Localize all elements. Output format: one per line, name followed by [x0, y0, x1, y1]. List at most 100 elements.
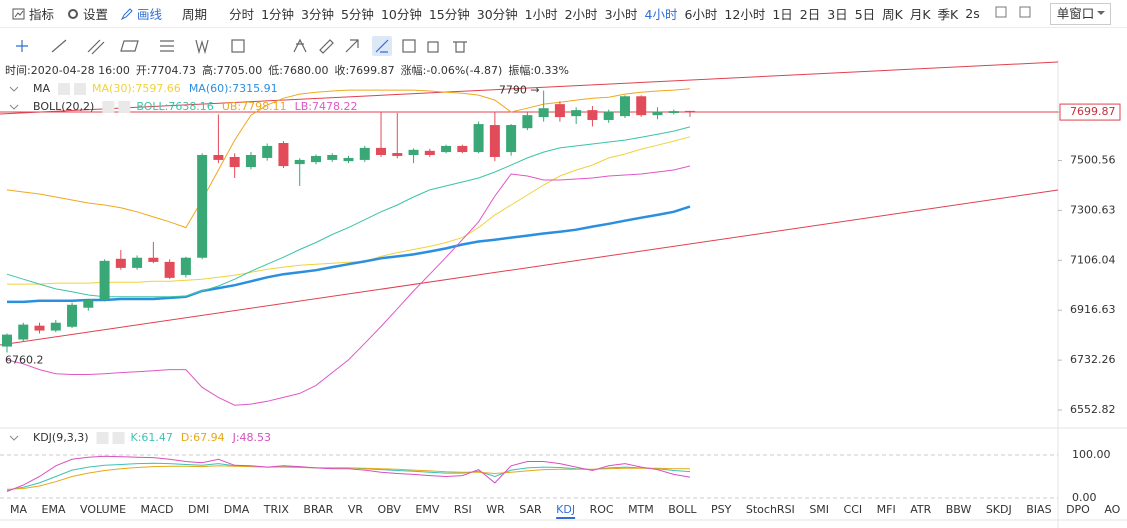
period-button[interactable]: 2小时	[564, 7, 598, 22]
period-button[interactable]: 2日	[799, 7, 821, 22]
period-button[interactable]: 季K	[937, 7, 959, 22]
indicator-tab[interactable]: RSI	[454, 503, 472, 516]
drawing-tools[interactable]	[16, 36, 467, 56]
candle-body	[310, 155, 321, 163]
legend-close[interactable]	[74, 83, 87, 95]
period-button[interactable]: 6小时	[684, 7, 718, 22]
candle-body	[50, 322, 61, 331]
y-tick-label: 6552.82	[1070, 403, 1116, 416]
indicator-tab[interactable]: WR	[486, 503, 505, 516]
period-button[interactable]: 30分钟	[476, 7, 518, 22]
candle-body	[245, 154, 256, 168]
indicator-tab[interactable]: BRAR	[303, 503, 333, 516]
indicator-tab[interactable]: KDJ	[556, 503, 575, 516]
indicator-tab[interactable]: SAR	[519, 503, 542, 516]
fib-icon[interactable]	[160, 40, 174, 52]
indicator-tab[interactable]: DPO	[1066, 503, 1090, 516]
indicator-tab[interactable]: AO	[1104, 503, 1120, 516]
text-icon[interactable]	[293, 38, 307, 53]
trend-line[interactable]	[0, 61, 1059, 115]
candle-body	[164, 261, 175, 278]
info-item: 涨幅:-0.06%(-4.87)	[401, 64, 503, 77]
candle-body	[343, 157, 354, 162]
indicator-tab[interactable]: DMA	[224, 503, 250, 516]
delete-icon[interactable]	[453, 41, 467, 53]
indicator-tab[interactable]: StochRSI	[746, 503, 795, 516]
period-button[interactable]: 15分钟	[428, 7, 470, 22]
period-button[interactable]: 5日	[854, 7, 876, 22]
tool-button[interactable]: 画线	[120, 4, 162, 23]
indicator-tab[interactable]: MFI	[877, 503, 896, 516]
window-mode[interactable]: 单窗口	[1049, 2, 1112, 25]
period-button[interactable]: 1分钟	[261, 7, 295, 22]
period-button[interactable]: 分时	[229, 7, 255, 22]
indicator-tab[interactable]: PSY	[711, 503, 732, 516]
indicator-tab[interactable]: DMI	[188, 503, 209, 516]
legend-title: MA	[33, 82, 50, 95]
copy-icon[interactable]	[427, 41, 439, 53]
lock-icon[interactable]	[375, 39, 389, 53]
candle-body	[473, 124, 484, 153]
period-button[interactable]: 1日	[772, 7, 793, 22]
legend-close[interactable]	[112, 432, 125, 444]
period-button[interactable]: 3分钟	[301, 7, 334, 22]
period-button[interactable]: 1小时	[524, 7, 558, 22]
period-button[interactable]: 月K	[909, 7, 931, 22]
period-button[interactable]: 5分钟	[340, 7, 374, 22]
magnet-icon[interactable]	[319, 39, 334, 54]
indicator-tab[interactable]: TRIX	[263, 503, 290, 516]
kdj-line	[6, 465, 690, 490]
indicator-tab[interactable]: EMA	[42, 503, 66, 516]
period-button[interactable]: 4小时	[644, 7, 678, 22]
visible-icon[interactable]	[402, 39, 416, 53]
tool-label: 画线	[137, 7, 163, 22]
pen-icon[interactable]	[345, 39, 359, 53]
legend-toggle[interactable]	[9, 104, 19, 110]
candle-body	[424, 150, 435, 155]
pattern-icon[interactable]	[195, 39, 209, 55]
y-tick-label: 7699.87	[1070, 105, 1116, 118]
indicator-tab[interactable]: MACD	[141, 503, 174, 516]
shape-icon[interactable]	[120, 40, 139, 52]
period-button[interactable]: 12小时	[724, 7, 766, 22]
toolbar-right: 2s 单窗口	[965, 2, 1127, 25]
indicator-tab[interactable]: BBW	[946, 503, 972, 516]
refresh-rate[interactable]: 2s	[965, 6, 980, 21]
legend-toggle[interactable]	[9, 86, 19, 92]
period-button[interactable]: 10分钟	[380, 7, 422, 22]
line-icon[interactable]	[51, 39, 67, 53]
indicator-tab[interactable]: MTM	[628, 503, 654, 516]
legend-settings[interactable]	[96, 432, 109, 444]
measure-icon[interactable]	[231, 39, 245, 53]
trend-line[interactable]	[0, 189, 1059, 346]
indicator-tab[interactable]: VR	[348, 503, 364, 516]
legend-close[interactable]	[118, 101, 131, 113]
plot: 时间:2020-04-28 16:00 开:7704.73 高:7705.00 低:7…	[0, 63, 1121, 519]
tool-button[interactable]: 指标	[12, 4, 54, 23]
y-tick-label: 100.00	[1072, 448, 1111, 461]
tool-button[interactable]: 设置	[66, 4, 108, 23]
indicator-tab[interactable]: VOLUME	[80, 503, 126, 516]
legend-item: MA(30):7597.66	[92, 82, 181, 95]
indicator-tab[interactable]: ATR	[910, 503, 931, 516]
window-icons[interactable]	[994, 5, 1040, 22]
indicator-tab[interactable]: CCI	[844, 503, 863, 516]
legend-settings[interactable]	[58, 83, 71, 95]
period-button[interactable]: 3小时	[604, 7, 638, 22]
legend-settings[interactable]	[102, 101, 115, 113]
indicator-tab[interactable]: SMI	[809, 503, 829, 516]
parallel-icon[interactable]	[87, 39, 105, 55]
indicator-tab[interactable]: BIAS	[1026, 503, 1051, 516]
candle-body	[506, 125, 517, 153]
indicator-tab[interactable]: SKDJ	[986, 503, 1012, 516]
indicator-tab[interactable]: MA	[10, 503, 27, 516]
crosshair-icon[interactable]	[16, 40, 28, 52]
indicator-tab[interactable]: ROC	[590, 503, 614, 516]
candle-body	[441, 145, 452, 153]
period-button[interactable]: 周K	[882, 7, 903, 22]
indicator-tab[interactable]: EMV	[415, 503, 439, 516]
indicator-tab[interactable]: BOLL	[668, 503, 697, 516]
legend-toggle[interactable]	[9, 435, 19, 441]
indicator-tab[interactable]: OBV	[378, 503, 402, 516]
period-button[interactable]: 3日	[827, 7, 848, 22]
